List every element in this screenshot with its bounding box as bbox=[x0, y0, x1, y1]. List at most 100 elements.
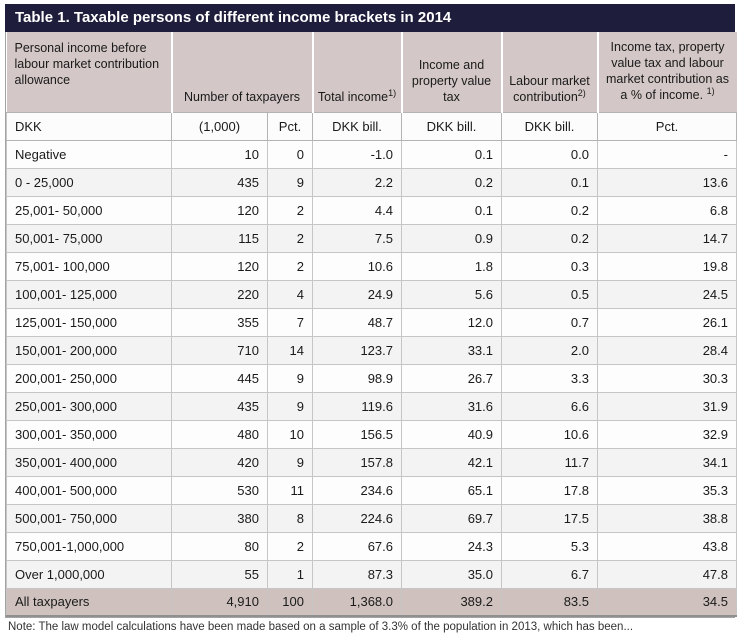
value-cell: 24.3 bbox=[401, 531, 502, 561]
value-cell: 14.7 bbox=[597, 223, 737, 253]
header-labour-market-contribution: Labour market contribution2) bbox=[500, 32, 598, 112]
value-cell: -1.0 bbox=[312, 139, 402, 169]
value-cell: 0.1 bbox=[401, 139, 502, 169]
unit-pct: Pct. bbox=[267, 111, 313, 141]
value-cell: 87.3 bbox=[312, 559, 402, 589]
income-brackets-table: Personal income before labour market con… bbox=[6, 32, 737, 617]
income-bracket-cell: 150,001- 200,000 bbox=[6, 335, 172, 365]
value-cell: 12.0 bbox=[401, 307, 502, 337]
value-cell: 0.1 bbox=[401, 195, 502, 225]
table-row: 400,001- 500,000 530 11 234.6 65.1 17.8 35.3 bbox=[6, 475, 737, 505]
unit-pct-2: Pct. bbox=[597, 111, 737, 141]
value-cell: 380 bbox=[171, 503, 268, 533]
table-row: 200,001- 250,000 445 9 98.9 26.7 3.3 30.3 bbox=[6, 363, 737, 393]
value-cell: 31.9 bbox=[597, 391, 737, 421]
table-row: 500,001- 750,000 380 8 224.6 69.7 17.5 38.8 bbox=[6, 503, 737, 533]
table-row: 50,001- 75,000 115 2 7.5 0.9 0.2 14.7 bbox=[6, 223, 737, 253]
table-row: 250,001- 300,000 435 9 119.6 31.6 6.6 31.9 bbox=[6, 391, 737, 421]
value-cell: 26.1 bbox=[597, 307, 737, 337]
value-cell: 220 bbox=[171, 279, 268, 309]
value-cell: 40.9 bbox=[401, 419, 502, 449]
value-cell: 4.4 bbox=[312, 195, 402, 225]
value-cell: 0.7 bbox=[501, 307, 598, 337]
value-cell: 4,910 bbox=[171, 587, 268, 617]
value-cell: 120 bbox=[171, 195, 268, 225]
header-number-of-taxpayers: Number of taxpayers bbox=[170, 32, 313, 112]
value-cell: 83.5 bbox=[501, 587, 598, 617]
table-row: 150,001- 200,000 710 14 123.7 33.1 2.0 28.4 bbox=[6, 335, 737, 365]
table-row: 0 - 25,000 435 9 2.2 0.2 0.1 13.6 bbox=[6, 167, 737, 197]
header-combined-pct: Income tax, property value tax and labou… bbox=[596, 32, 737, 112]
value-cell: 8 bbox=[267, 503, 313, 533]
value-cell: 480 bbox=[171, 419, 268, 449]
table-body: Negative 10 0 -1.0 0.1 0.0-0 - 25,000 435 9 2.2 0… bbox=[6, 139, 737, 617]
value-cell: 13.6 bbox=[597, 167, 737, 197]
value-cell: 1,368.0 bbox=[312, 587, 402, 617]
value-cell: 34.1 bbox=[597, 447, 737, 477]
value-cell: 435 bbox=[171, 167, 268, 197]
value-cell: 710 bbox=[171, 335, 268, 365]
value-cell: 156.5 bbox=[312, 419, 402, 449]
value-cell: 17.5 bbox=[501, 503, 598, 533]
unit-dkk-bill-3: DKK bill. bbox=[501, 111, 598, 141]
value-cell: 1 bbox=[267, 559, 313, 589]
income-bracket-cell: 50,001- 75,000 bbox=[6, 223, 172, 253]
value-cell: 0.9 bbox=[401, 223, 502, 253]
footnote: Note: The law model calculations have be… bbox=[8, 621, 634, 633]
value-cell: 0.2 bbox=[501, 223, 598, 253]
value-cell: 35.0 bbox=[401, 559, 502, 589]
value-cell: 2 bbox=[267, 195, 313, 225]
value-cell: 55 bbox=[171, 559, 268, 589]
income-bracket-cell: Negative bbox=[6, 139, 172, 169]
value-cell: 34.5 bbox=[597, 587, 737, 617]
value-cell: 115 bbox=[171, 223, 268, 253]
unit-dkk-bill-2: DKK bill. bbox=[401, 111, 502, 141]
value-cell: 2.2 bbox=[312, 167, 402, 197]
value-cell: 2 bbox=[267, 251, 313, 281]
value-cell: 0.3 bbox=[501, 251, 598, 281]
value-cell: 24.9 bbox=[312, 279, 402, 309]
value-cell: 355 bbox=[171, 307, 268, 337]
value-cell: 80 bbox=[171, 531, 268, 561]
table-row: Over 1,000,000 55 1 87.3 35.0 6.7 47.8 bbox=[6, 559, 737, 589]
value-cell: 7.5 bbox=[312, 223, 402, 253]
header-income-property-tax: Income and property value tax bbox=[400, 32, 502, 112]
value-cell: 24.5 bbox=[597, 279, 737, 309]
footnote-marker-1: 1) bbox=[388, 87, 397, 98]
income-bracket-cell: 350,001- 400,000 bbox=[6, 447, 172, 477]
value-cell: 6.6 bbox=[501, 391, 598, 421]
value-cell: 6.7 bbox=[501, 559, 598, 589]
value-cell: 157.8 bbox=[312, 447, 402, 477]
value-cell: 31.6 bbox=[401, 391, 502, 421]
value-cell: 10 bbox=[267, 419, 313, 449]
value-cell: 0.2 bbox=[401, 167, 502, 197]
value-cell: 9 bbox=[267, 363, 313, 393]
value-cell: 6.8 bbox=[597, 195, 737, 225]
header-total-income-label: Total income bbox=[317, 89, 389, 104]
value-cell: 530 bbox=[171, 475, 268, 505]
income-bracket-cell: 400,001- 500,000 bbox=[6, 475, 172, 505]
table-row: Negative 10 0 -1.0 0.1 0.0- bbox=[6, 139, 737, 169]
value-cell: 38.8 bbox=[597, 503, 737, 533]
value-cell: 435 bbox=[171, 391, 268, 421]
income-bracket-cell: 25,001- 50,000 bbox=[6, 195, 172, 225]
value-cell: 389.2 bbox=[401, 587, 502, 617]
value-cell: 69.7 bbox=[401, 503, 502, 533]
value-cell: 120 bbox=[171, 251, 268, 281]
income-bracket-cell: Over 1,000,000 bbox=[6, 559, 172, 589]
header-personal-income: Personal income before labour market con… bbox=[6, 32, 172, 112]
value-cell: 19.8 bbox=[597, 251, 737, 281]
value-cell: 2.0 bbox=[501, 335, 598, 365]
value-cell: 5.6 bbox=[401, 279, 502, 309]
value-cell: 10 bbox=[171, 139, 268, 169]
value-cell: 98.9 bbox=[312, 363, 402, 393]
table-row: 750,001-1,000,000 80 2 67.6 24.3 5.3 43.8 bbox=[6, 531, 737, 561]
header-labour-market-label: Labour market contribution bbox=[509, 73, 590, 104]
value-cell: 2 bbox=[267, 531, 313, 561]
income-bracket-cell: 75,001- 100,000 bbox=[6, 251, 172, 281]
value-cell: 10.6 bbox=[501, 419, 598, 449]
value-cell: 0.1 bbox=[501, 167, 598, 197]
value-cell: 28.4 bbox=[597, 335, 737, 365]
value-cell: 123.7 bbox=[312, 335, 402, 365]
value-cell: 11.7 bbox=[501, 447, 598, 477]
